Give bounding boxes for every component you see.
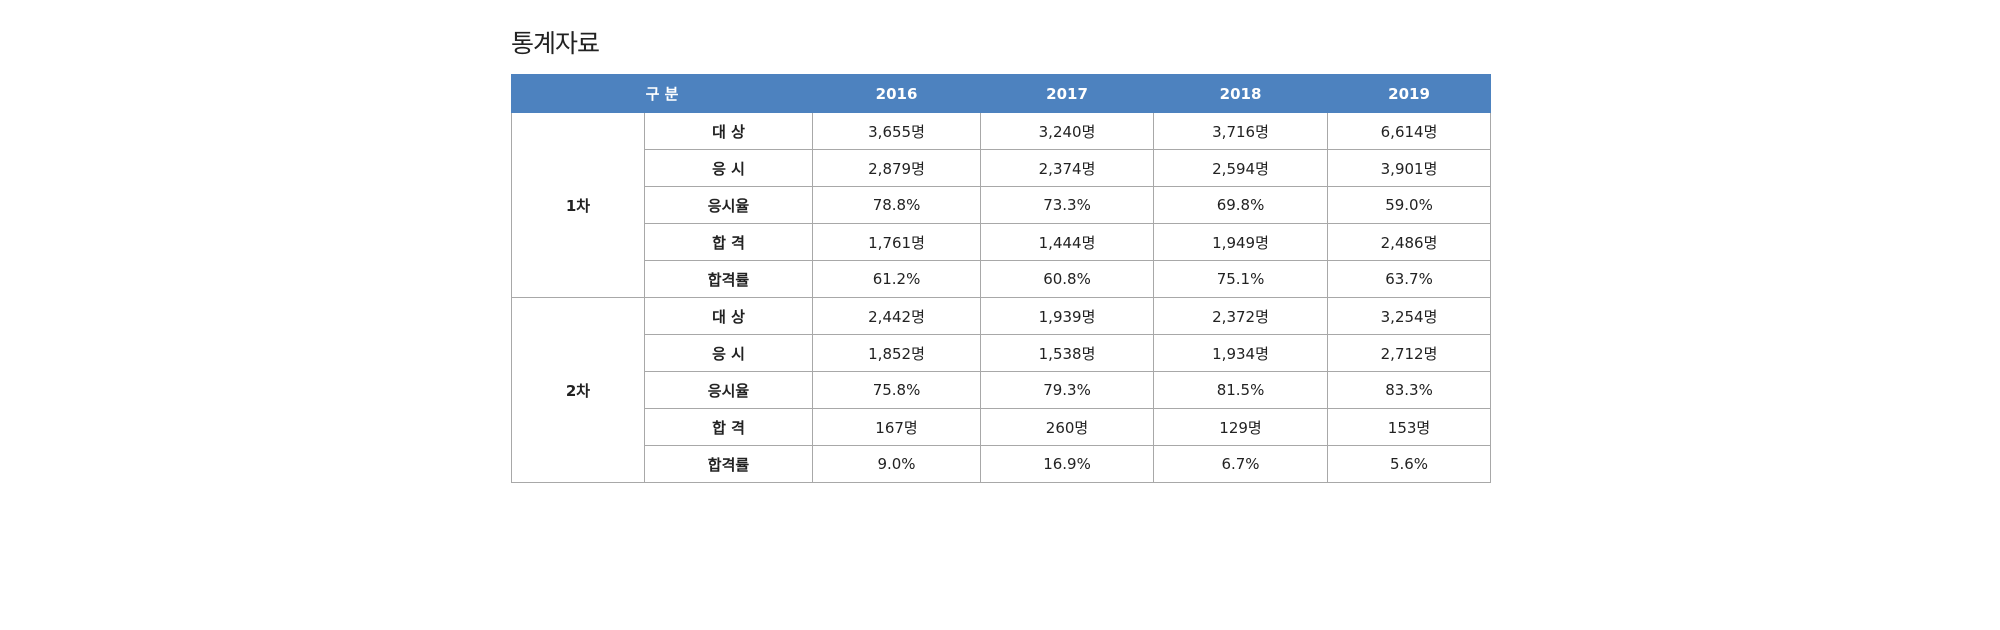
value-cell: 3,254명	[1327, 297, 1492, 335]
page-title: 통계자료	[511, 29, 600, 58]
row-label: 응시율	[643, 371, 814, 409]
value-cell: 6.7%	[1153, 445, 1329, 483]
value-cell: 78.8%	[812, 186, 982, 224]
value-cell: 81.5%	[1153, 371, 1329, 409]
row-label: 응시율	[643, 186, 814, 224]
value-cell: 1,852명	[812, 334, 982, 372]
row-label: 대 상	[643, 297, 814, 335]
table-row: 1차 대 상 3,655명 3,240명 3,716명 6,614명	[511, 112, 1492, 298]
value-cell: 83.3%	[1327, 371, 1492, 409]
header-year: 2019	[1327, 74, 1492, 113]
row-label: 대 상	[643, 112, 814, 150]
table-row: 2차 대 상 2,442명 1,939명 2,372명 3,254명	[511, 297, 1492, 483]
row-label: 응 시	[643, 149, 814, 187]
table-body: 1차 대 상 3,655명 3,240명 3,716명 6,614명 응 시 2…	[511, 112, 1492, 483]
header-row: 구 분 2016 2017 2018 2019	[510, 74, 1492, 113]
value-cell: 2,374명	[980, 149, 1155, 187]
value-cell: 75.8%	[812, 371, 982, 409]
value-cell: 3,240명	[980, 112, 1155, 150]
row-label: 합격률	[643, 260, 814, 298]
value-cell: 1,538명	[980, 334, 1155, 372]
value-cell: 2,372명	[1153, 297, 1329, 335]
value-cell: 69.8%	[1153, 186, 1329, 224]
value-cell: 61.2%	[812, 260, 982, 298]
value-cell: 260명	[980, 408, 1155, 446]
value-cell: 2,442명	[812, 297, 982, 335]
header-year: 2018	[1153, 74, 1329, 113]
table-row: 합 격 167명 260명 129명 153명	[512, 408, 1492, 446]
value-cell: 167명	[812, 408, 982, 446]
value-cell: 1,949명	[1153, 223, 1329, 261]
value-cell: 1,761명	[812, 223, 982, 261]
value-cell: 16.9%	[980, 445, 1155, 483]
table-row: 응시율 78.8% 73.3% 69.8% 59.0%	[512, 186, 1492, 224]
value-cell: 73.3%	[980, 186, 1155, 224]
value-cell: 3,901명	[1327, 149, 1492, 187]
value-cell: 79.3%	[980, 371, 1155, 409]
group-label: 2차	[511, 297, 645, 483]
statistics-table: 구 분 2016 2017 2018 2019 1차 대 상 3,655명 3,…	[510, 74, 1492, 483]
value-cell: 1,444명	[980, 223, 1155, 261]
table-row: 응 시 1,852명 1,538명 1,934명 2,712명	[512, 334, 1492, 372]
table-row: 합격률 9.0% 16.9% 6.7% 5.6%	[512, 445, 1492, 483]
value-cell: 3,655명	[812, 112, 982, 150]
row-label: 응 시	[643, 334, 814, 372]
value-cell: 9.0%	[812, 445, 982, 483]
row-label: 합 격	[643, 408, 814, 446]
value-cell: 129명	[1153, 408, 1329, 446]
value-cell: 60.8%	[980, 260, 1155, 298]
value-cell: 1,934명	[1153, 334, 1329, 372]
value-cell: 153명	[1327, 408, 1492, 446]
table-row: 합격률 61.2% 60.8% 75.1% 63.7%	[512, 260, 1492, 298]
header-year: 2016	[812, 74, 982, 113]
table-row: 합 격 1,761명 1,444명 1,949명 2,486명	[512, 223, 1492, 261]
value-cell: 75.1%	[1153, 260, 1329, 298]
value-cell: 2,594명	[1153, 149, 1329, 187]
header-year: 2017	[980, 74, 1155, 113]
value-cell: 3,716명	[1153, 112, 1329, 150]
row-label: 합 격	[643, 223, 814, 261]
value-cell: 2,712명	[1327, 334, 1492, 372]
group-label: 1차	[511, 112, 645, 298]
content-area: 통계자료 구 분 2016 2017 2018 2019 1차 대 상 3	[510, 24, 1492, 483]
value-cell: 2,486명	[1327, 223, 1492, 261]
value-cell: 5.6%	[1327, 445, 1492, 483]
value-cell: 6,614명	[1327, 112, 1492, 150]
header-category: 구 분	[510, 74, 814, 113]
value-cell: 59.0%	[1327, 186, 1492, 224]
table-row: 응 시 2,879명 2,374명 2,594명 3,901명	[512, 149, 1492, 187]
value-cell: 2,879명	[812, 149, 982, 187]
row-label: 합격률	[643, 445, 814, 483]
table-header: 구 분 2016 2017 2018 2019	[510, 74, 1492, 113]
value-cell: 63.7%	[1327, 260, 1492, 298]
value-cell: 1,939명	[980, 297, 1155, 335]
table-row: 응시율 75.8% 79.3% 81.5% 83.3%	[512, 371, 1492, 409]
